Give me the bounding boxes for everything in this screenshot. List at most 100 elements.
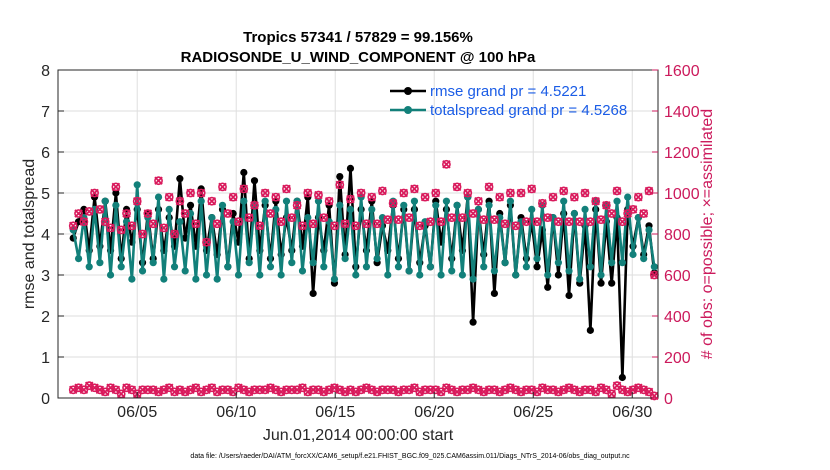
data-point-rmse — [309, 289, 317, 298]
data-point-obs_upper — [335, 180, 345, 190]
obs-assimilated-marker — [68, 221, 78, 231]
data-point-totalspread — [501, 259, 509, 267]
obs-possible-marker — [569, 192, 579, 202]
obs-assimilated-marker — [292, 201, 302, 210]
obs-assimilated-marker — [490, 215, 499, 224]
data-point-obs_upper — [84, 207, 94, 216]
data-point-obs_upper — [191, 219, 201, 229]
data-point-obs_upper — [426, 217, 435, 227]
data-point-obs_upper — [553, 217, 563, 227]
obs-assimilated-marker — [378, 186, 387, 196]
obs-assimilated-marker — [74, 209, 83, 218]
data-point-obs_upper — [442, 159, 451, 169]
obs-assimilated-marker — [559, 186, 568, 196]
data-point-obs_upper — [633, 192, 643, 202]
data-point-totalspread — [506, 197, 514, 205]
obs-assimilated-marker — [479, 215, 488, 224]
data-point-totalspread — [288, 259, 296, 267]
data-point-obs_upper — [298, 221, 307, 231]
data-point-rmse — [533, 263, 541, 271]
obs-possible-marker — [218, 182, 227, 192]
obs-assimilated-marker — [506, 188, 515, 198]
obs-assimilated-marker — [239, 184, 249, 194]
y-tick-label-right: 200 — [664, 350, 691, 367]
data-point-totalspread — [160, 275, 168, 283]
data-point-obs_upper — [356, 188, 366, 198]
obs-possible-marker — [164, 192, 174, 202]
obs-possible-marker — [617, 217, 627, 227]
obs-assimilated-marker — [223, 209, 233, 218]
obs-possible-marker — [207, 196, 217, 206]
data-point-obs_upper — [95, 204, 105, 214]
data-point-obs_upper — [308, 219, 318, 229]
data-point-obs_upper — [521, 217, 531, 227]
data-point-totalspread — [581, 205, 589, 213]
data-point-obs_upper — [196, 188, 206, 198]
obs-assimilated-marker — [180, 209, 190, 218]
data-point-totalspread — [480, 263, 488, 271]
obs-possible-marker — [111, 385, 121, 395]
data-point-totalspread — [533, 255, 541, 263]
data-point-obs_upper — [452, 182, 462, 192]
data-point-obs_upper — [527, 184, 537, 194]
data-point-obs_upper — [207, 196, 217, 206]
data-point-obs_upper — [458, 213, 467, 222]
obs-possible-marker — [612, 381, 622, 391]
obs-possible-marker — [623, 209, 633, 218]
data-point-obs_upper — [148, 219, 158, 229]
obs-possible-marker — [505, 188, 515, 198]
obs-possible-marker — [601, 200, 611, 210]
obs-assimilated-marker — [303, 188, 313, 198]
obs-possible-marker — [143, 209, 153, 218]
obs-assimilated-marker — [356, 188, 366, 198]
chart-title: Tropics 57341 / 57829 = 99.156% — [243, 29, 473, 46]
obs-possible-marker — [527, 184, 537, 194]
data-point-obs_upper — [90, 188, 99, 198]
obs-possible-marker — [180, 209, 190, 218]
obs-assimilated-marker — [522, 217, 531, 226]
data-point-obs_upper — [500, 219, 510, 229]
data-point-rmse — [240, 168, 248, 177]
data-point-totalspread — [400, 201, 408, 209]
data-point-obs_upper — [399, 188, 409, 198]
data-point-obs_upper — [212, 219, 222, 229]
data-point-obs_upper — [266, 209, 275, 218]
data-point-obs_upper — [607, 209, 617, 218]
data-point-obs_upper — [282, 184, 291, 194]
data-point-obs_upper — [447, 213, 457, 222]
y-tick-label-right: 0 — [664, 391, 673, 408]
data-point-obs_upper — [324, 196, 334, 206]
y-tick-label-right: 600 — [664, 268, 691, 285]
data-point-totalspread — [133, 181, 141, 189]
data-point-totalspread — [240, 197, 248, 205]
data-point-rmse — [469, 318, 477, 326]
obs-assimilated-marker — [212, 219, 222, 228]
data-point-obs_upper — [218, 182, 227, 192]
obs-possible-marker — [186, 188, 195, 198]
obs-assimilated-marker — [420, 192, 430, 202]
obs-possible-marker — [628, 204, 638, 214]
obs-possible-marker — [468, 209, 478, 218]
obs-assimilated-marker — [335, 180, 345, 190]
data-point-rmse — [346, 164, 355, 172]
obs-assimilated-marker — [170, 229, 179, 239]
x-tick-label: 06/05 — [117, 404, 157, 421]
data-point-totalspread — [117, 263, 125, 271]
obs-assimilated-marker — [362, 219, 371, 228]
data-point-obs_upper — [175, 196, 185, 206]
data-point-obs_upper — [154, 176, 163, 186]
obs-assimilated-marker — [410, 184, 419, 194]
data-point-totalspread — [373, 255, 381, 263]
data-point-obs_upper — [591, 196, 601, 206]
data-point-rmse — [336, 173, 344, 181]
obs-possible-marker — [458, 385, 467, 395]
data-point-obs_upper — [116, 225, 126, 235]
data-point-totalspread — [613, 197, 621, 205]
obs-possible-marker — [164, 383, 174, 393]
data-point-totalspread — [362, 263, 371, 271]
obs-possible-marker — [644, 186, 654, 196]
obs-assimilated-marker — [90, 188, 99, 198]
obs-possible-marker — [410, 383, 419, 393]
x-axis-label: Jun.01,2014 00:00:00 start — [263, 427, 454, 444]
